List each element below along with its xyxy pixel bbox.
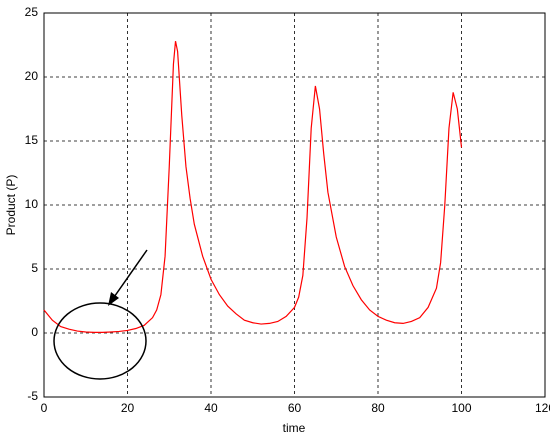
x-tick-label: 60 bbox=[288, 401, 302, 415]
x-tick-label: 80 bbox=[371, 401, 385, 415]
y-tick-label: 5 bbox=[31, 261, 38, 275]
y-tick-label: 15 bbox=[25, 133, 39, 147]
plot-frame bbox=[43, 12, 546, 398]
x-tick-label: 0 bbox=[41, 401, 48, 415]
y-tick-label: 10 bbox=[25, 197, 39, 211]
x-tick-label: 20 bbox=[121, 401, 135, 415]
y-tick-label: 20 bbox=[25, 69, 39, 83]
annotation-ellipse bbox=[53, 302, 147, 380]
x-tick-label: 40 bbox=[204, 401, 218, 415]
y-tick-label: -5 bbox=[27, 389, 38, 403]
y-axis-label: Product (P) bbox=[4, 175, 18, 236]
annotation-arrow bbox=[111, 249, 148, 301]
arrow-head bbox=[108, 292, 119, 306]
x-tick-label: 120 bbox=[535, 401, 550, 415]
x-tick-label: 100 bbox=[451, 401, 471, 415]
x-axis-label: time bbox=[283, 421, 306, 435]
y-tick-label: 25 bbox=[25, 5, 39, 19]
data-line bbox=[43, 41, 463, 333]
y-tick-label: 0 bbox=[31, 325, 38, 339]
